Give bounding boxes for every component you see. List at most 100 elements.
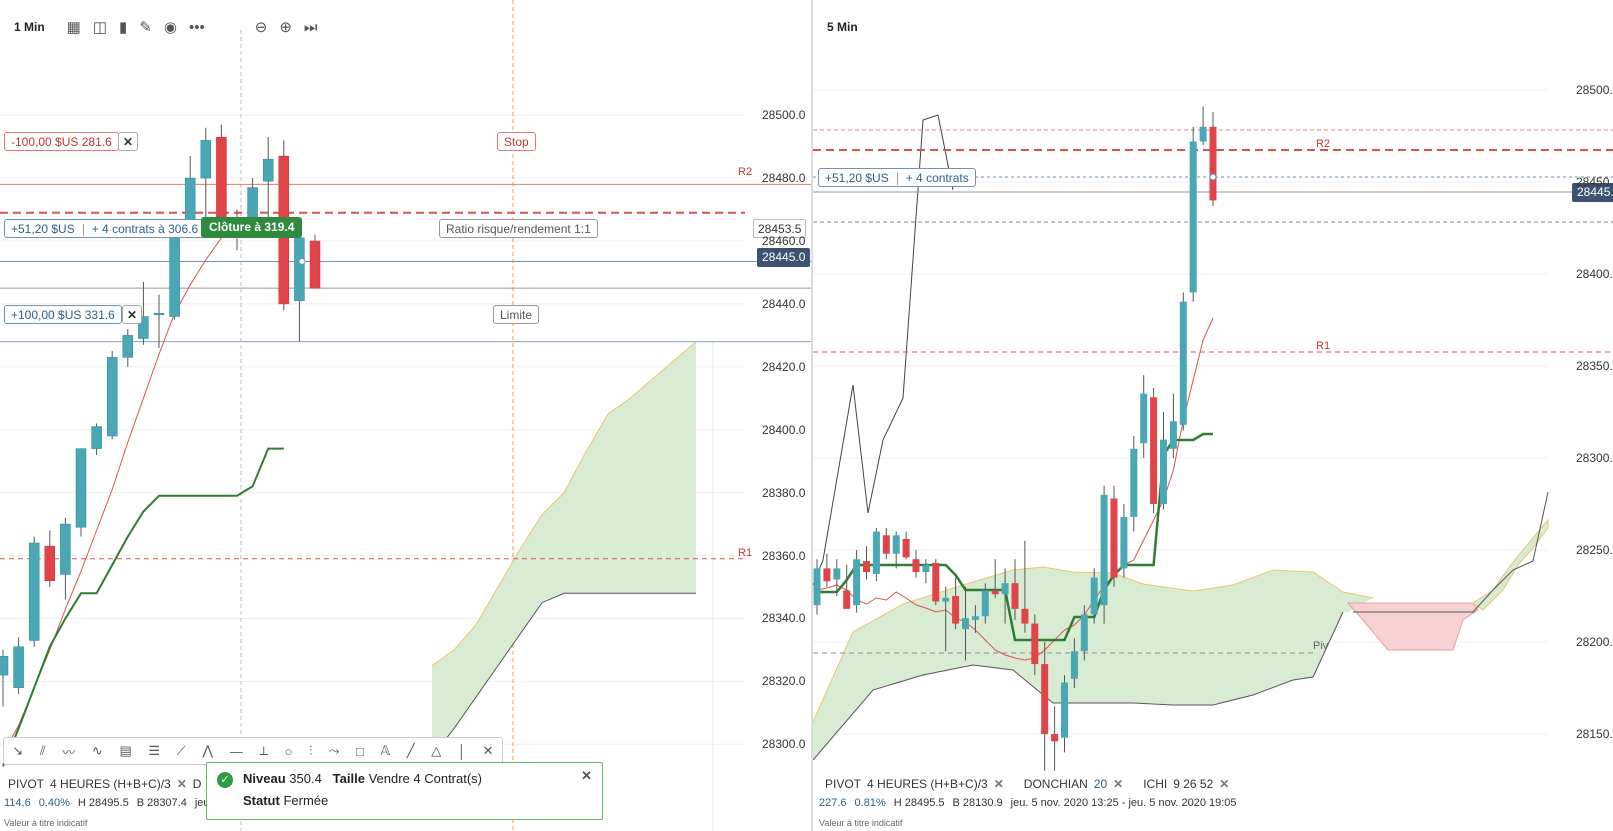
price-axis-label: 28380.0 [762, 485, 806, 500]
candle-body [1070, 651, 1078, 679]
fib-icon[interactable]: ☰ [148, 743, 161, 758]
indicator-extra[interactable]: D [192, 777, 202, 791]
disclaimer: Valeur à titre indicatif [4, 818, 88, 828]
remove-indicator-icon[interactable]: ✕ [1113, 777, 1124, 791]
pencil-icon[interactable]: ✎ [139, 19, 152, 36]
calendar-icon[interactable]: ▦ [66, 19, 81, 36]
more-icon[interactable]: ••• [188, 18, 205, 36]
position-label[interactable]: +51,20 $US + 4 contrats à 306.6 [4, 219, 206, 238]
candle-body [138, 316, 149, 339]
candle-body [981, 590, 989, 617]
price-axis-label: 28360.0 [762, 548, 806, 563]
candle-body [833, 568, 841, 580]
text-icon[interactable]: 𝔸 [380, 743, 391, 758]
stop-order-label[interactable]: -100,00 $US 281.6 [4, 132, 119, 151]
circle-icon[interactable]: ○ [284, 743, 293, 759]
high-value: H 28495.5 [77, 797, 129, 809]
pivot-label-r1-5min: R1 [1316, 340, 1331, 352]
wave-icon[interactable]: ∿ [91, 743, 103, 758]
fan-icon[interactable]: ⟋ [176, 743, 186, 758]
zoom-in-icon[interactable]: ⊕ [279, 19, 292, 36]
disclaimer: Valeur à titre indicatif [819, 818, 903, 828]
senkou-span-b [431, 592, 696, 758]
remove-indicator-icon[interactable]: ✕ [1219, 777, 1230, 791]
cancel-limit-button[interactable]: ✕ [122, 305, 142, 324]
pivot-label-piv-5min: Piv [1313, 640, 1329, 652]
risk-reward-label: Ratio risque/rendement 1:1 [439, 219, 598, 238]
low-value: B 28130.9 [952, 797, 1003, 809]
indicator-name: PIVOT [825, 777, 862, 791]
candle-body [75, 448, 87, 528]
vertical-line-icon[interactable]: │ [457, 743, 466, 759]
candle-body [106, 357, 118, 437]
ichimoku-cloud [432, 341, 696, 757]
path-icon[interactable]: ⤳ [328, 743, 340, 758]
indicator-name: ICHI [1143, 777, 1168, 791]
parallel-channel-icon[interactable]: ⫽ [39, 743, 46, 758]
skip-end-icon[interactable]: ⏭ [303, 18, 318, 36]
price-axis-label: 28500.0 [1576, 83, 1613, 97]
indicator-pivot[interactable]: PIVOT 4 HEURES (H+B+C)/3 ✕ [825, 777, 1004, 791]
limit-pnl: +100,00 $US [11, 308, 82, 322]
chart-canvas-5min[interactable] [813, 0, 1613, 831]
indicator-donchian[interactable]: DONCHIAN 20 ✕ [1024, 777, 1123, 791]
date-range: jeu. 5 nov. 2020 13:25 - jeu. 5 nov. 202… [1010, 797, 1237, 809]
candle-body [991, 590, 999, 595]
line-icon[interactable]: — [229, 743, 243, 759]
zoom-out-icon[interactable]: ⊖ [254, 19, 268, 36]
triangle-icon[interactable]: △ [431, 743, 442, 758]
chart-toolbar: 1 Min ▦ ◫ ▮ ✎ ◉ ••• ⊖ ⊕ ⏭ [14, 14, 317, 40]
eye-icon[interactable]: ◉ [163, 19, 177, 36]
candle-body [1209, 126, 1217, 201]
price-axis-label: 28400.0 [1576, 267, 1613, 281]
trend-line-icon[interactable]: ↘ [12, 743, 24, 758]
remove-indicator-icon[interactable]: ✕ [993, 777, 1004, 791]
candle-body [200, 140, 212, 179]
candle-body [1041, 664, 1049, 734]
close-icon[interactable]: ✕ [482, 743, 494, 758]
indicator-ichi[interactable]: ICHI 9 26 52 ✕ [1143, 777, 1229, 791]
pitchfork-icon[interactable]: ⫶ [309, 743, 313, 758]
position-handle [1209, 173, 1217, 181]
ruler-icon[interactable]: ⟂ [259, 743, 268, 758]
limit-order-label[interactable]: +100,00 $US 331.6 [4, 305, 122, 324]
panel-divider[interactable] [811, 0, 813, 831]
timeframe-selector[interactable]: 1 Min [14, 20, 45, 34]
candle-body [1140, 393, 1148, 444]
indicator-name[interactable]: PIVOT [8, 777, 45, 791]
stop-value: 281.6 [81, 135, 112, 149]
brush-icon[interactable]: ╱ [406, 743, 415, 758]
ichimoku-cloud-future [1472, 518, 1549, 611]
rectangle-icon[interactable]: □ [356, 743, 364, 759]
bar-chart-icon[interactable]: ▮ [119, 19, 128, 36]
pattern-icon[interactable]: ⋀ [202, 743, 214, 758]
limit-tag[interactable]: Limite [493, 305, 540, 324]
price-axis-label: 28440.0 [762, 296, 806, 311]
senkou-span-a [431, 341, 697, 667]
price-axis-label: 28460.0 [762, 234, 806, 248]
remove-indicator-icon[interactable]: ✕ [176, 777, 187, 791]
level-label: Niveau [243, 771, 286, 786]
order-notification: ✓ Niveau 350.4 Taille Vendre 4 Contrat(s… [206, 762, 603, 820]
close-position-button[interactable]: Clôture à 319.4 [201, 217, 303, 238]
candle-body [309, 240, 321, 289]
change-value: 227.6 [819, 797, 847, 809]
timeframe-selector-5min[interactable]: 5 Min [827, 20, 858, 34]
chart-panel-5min[interactable]: 5 Min R2 R1 Piv +51,20 $US + 4 contrats 2… [813, 0, 1613, 831]
candle-body [932, 562, 940, 602]
cancel-stop-button[interactable]: ✕ [118, 132, 138, 151]
price-axis-label: 28300.0 [1576, 451, 1613, 465]
price-axis-label: 28150.0 [1576, 727, 1613, 741]
stop-tag[interactable]: Stop [497, 132, 536, 151]
close-notification-icon[interactable]: ✕ [581, 768, 592, 783]
candle-body [882, 535, 890, 554]
chart-panel-1min[interactable]: 1 Min ▦ ◫ ▮ ✎ ◉ ••• ⊖ ⊕ ⏭ R2 R1 -100,00 … [0, 0, 811, 831]
layout-icon[interactable]: ◫ [92, 19, 108, 36]
position-label-5min[interactable]: +51,20 $US + 4 contrats [818, 168, 976, 187]
candle-body [1150, 397, 1158, 504]
table-icon[interactable]: ▤ [119, 743, 132, 758]
chart-canvas-1min[interactable] [0, 0, 811, 831]
status-value: Fermée [283, 793, 329, 808]
candle-body [1011, 583, 1019, 609]
zigzag-icon[interactable]: 〰 [62, 744, 76, 760]
